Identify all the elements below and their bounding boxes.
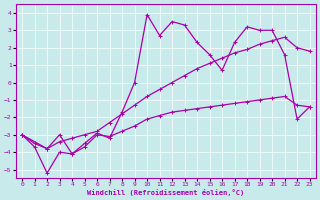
X-axis label: Windchill (Refroidissement éolien,°C): Windchill (Refroidissement éolien,°C) [87,189,244,196]
